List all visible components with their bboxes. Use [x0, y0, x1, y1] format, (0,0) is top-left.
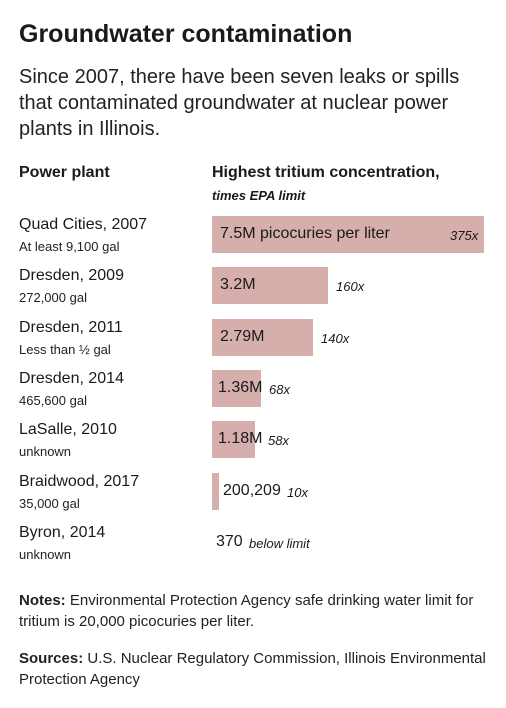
sources-label: Sources: [19, 650, 84, 667]
notes-label: Notes: [19, 592, 66, 609]
multiplier-label: 58x [268, 433, 289, 449]
column-header-concentration: Highest tritium concentration, [212, 164, 440, 181]
volume-label: 272,000 gal [19, 290, 87, 306]
plant-label: Braidwood, 2017 [19, 472, 140, 490]
plant-label: Byron, 2014 [19, 523, 106, 541]
chart-subtitle: Since 2007, there have been seven leaks … [19, 66, 460, 140]
volume-label: Less than ½ gal [19, 341, 111, 357]
bar-row: Dresden, 2009 272,000 gal 3.2M 160x [0, 267, 506, 318]
value-label: 1.18M [218, 430, 263, 448]
chart-title: Groundwater contamination [19, 20, 353, 48]
plant-label: Quad Cities, 2007 [19, 216, 148, 233]
multiplier-label: below limit [249, 535, 310, 551]
value-label: 7.5M picocuries per liter [220, 225, 390, 242]
volume-label: 465,600 gal [19, 392, 87, 408]
multiplier-label: 140x [321, 330, 350, 346]
multiplier-label: 10x [287, 484, 308, 500]
bar-row: Byron, 2014 unknown 370 below limit [0, 524, 506, 575]
plant-label: Dresden, 2009 [19, 267, 124, 285]
value-label: 200,209 [223, 481, 281, 499]
bar [212, 267, 328, 305]
multiplier-label: 68x [269, 381, 290, 397]
column-subheader-epa-limit: times EPA limit [212, 188, 306, 203]
bar-row: Quad Cities, 2007 At least 9,100 gal 7.5M … [0, 216, 506, 267]
notes: Notes: Environmental Protection Agency s… [19, 590, 489, 632]
plant-label: Dresden, 2014 [19, 369, 124, 387]
sources: Sources: U.S. Nuclear Regulatory Commiss… [19, 648, 489, 690]
bar-row: Braidwood, 2017 35,000 gal 200,209 10x [0, 472, 506, 524]
value-label: 370 [216, 532, 243, 550]
multiplier-label: 160x [336, 279, 365, 295]
bar-row: Dresden, 2011 Less than ½ gal 2.79M 140x [0, 318, 506, 370]
plant-label: Dresden, 2011 [19, 318, 123, 336]
volume-label: unknown [19, 444, 72, 460]
bar [212, 318, 313, 356]
bar [212, 369, 261, 407]
value-label: 3.2M [220, 276, 256, 294]
plant-label: LaSalle, 2010 [19, 421, 117, 439]
notes-text: Environmental Protection Agency safe dri… [19, 592, 474, 630]
bar-row: Dresden, 2014 465,600 gal 1.36M 68x [0, 369, 506, 421]
sources-text: U.S. Nuclear Regulatory Commission, Illi… [19, 650, 486, 688]
volume-label: unknown [19, 546, 72, 562]
bar [212, 472, 219, 510]
bar-row: LaSalle, 2010 unknown 1.18M 58x [0, 421, 506, 472]
volume-label: 35,000 gal [19, 495, 80, 511]
value-label: 1.36M [218, 378, 263, 396]
bar [212, 216, 484, 253]
multiplier-label: 375x [450, 228, 479, 243]
bar [212, 421, 255, 459]
value-label: 2.79M [220, 327, 265, 345]
volume-label: At least 9,100 gal [19, 239, 120, 254]
column-header-plant: Power plant [19, 164, 110, 181]
